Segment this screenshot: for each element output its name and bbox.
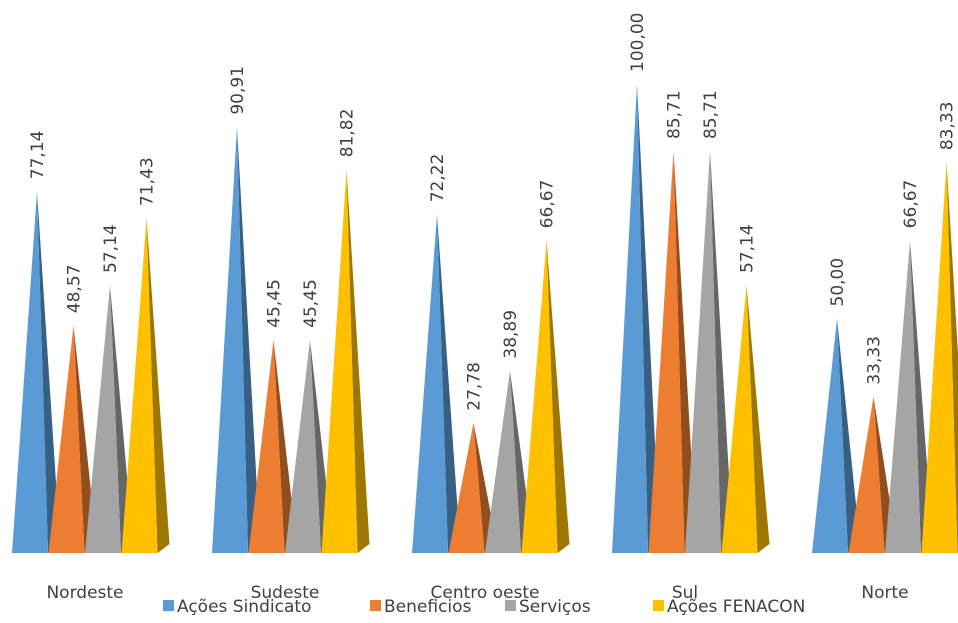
value-label: 66,67 <box>901 180 921 229</box>
value-label: 71,43 <box>138 157 158 206</box>
bar-2-sul <box>648 151 697 554</box>
bar-1-norte <box>812 318 860 553</box>
value-label: 83,33 <box>938 102 958 151</box>
value-label: 50,00 <box>828 258 848 307</box>
value-label: 27,78 <box>465 362 485 411</box>
value-label: 81,82 <box>338 109 358 158</box>
value-label: 72,22 <box>428 154 448 203</box>
legend-item: Beneficios <box>370 597 472 617</box>
bar-3-sul <box>685 151 733 554</box>
value-label: 85,71 <box>701 90 721 139</box>
legend-label: Beneficios <box>384 597 472 617</box>
legend-swatch <box>653 600 664 611</box>
value-label: 33,33 <box>865 336 885 385</box>
value-labels: 77,14 48,57 57,14 71,43 90,91 45,45 45,45 81,82… <box>28 13 958 411</box>
category-label: Norte <box>861 583 908 603</box>
value-label: 45,45 <box>301 279 321 328</box>
bar-4-centro-oeste <box>521 240 570 554</box>
category-label: Sul <box>672 583 698 603</box>
legend-swatch <box>163 600 174 611</box>
category-label: Centro oeste <box>430 583 539 603</box>
bar-4-sul <box>721 285 770 553</box>
legend: Ações Sindicato Beneficios Serviços Ações F… <box>163 597 805 617</box>
legend-label: Ações FENACON <box>667 597 805 617</box>
bar-1-sul <box>612 84 660 553</box>
legend-swatch <box>370 600 381 611</box>
value-label: 48,57 <box>65 265 85 314</box>
bar-1-centro-oeste <box>412 214 460 553</box>
legend-item: Ações Sindicato <box>163 597 311 617</box>
legend-item: Ações FENACON <box>653 597 805 617</box>
bar-2-sudeste <box>248 339 297 553</box>
value-label: 57,14 <box>738 224 758 273</box>
bar-1-nordeste <box>12 191 60 554</box>
category-label: Sudeste <box>251 583 320 603</box>
legend-item: Serviços <box>505 597 591 617</box>
value-label: 57,14 <box>101 224 121 273</box>
value-label: 85,71 <box>665 90 685 139</box>
bar-1-sudeste <box>212 126 260 553</box>
value-label: 66,67 <box>538 180 558 229</box>
value-label: 45,45 <box>265 279 285 328</box>
category-axis: Nordeste Sudeste Centro oeste Sul Norte <box>46 583 908 603</box>
legend-swatch <box>505 600 516 611</box>
bar-4-nordeste <box>121 217 170 554</box>
value-label: 100,00 <box>628 13 648 72</box>
value-label: 77,14 <box>28 131 48 180</box>
bar-4-sudeste <box>321 169 370 553</box>
legend-label: Ações Sindicato <box>177 597 311 617</box>
chart-plot-area <box>12 84 958 554</box>
value-label: 90,91 <box>228 66 248 115</box>
legend-label: Serviços <box>519 597 591 617</box>
value-label: 38,89 <box>501 310 521 359</box>
category-label: Nordeste <box>46 583 123 603</box>
bar-4-norte <box>921 162 958 553</box>
